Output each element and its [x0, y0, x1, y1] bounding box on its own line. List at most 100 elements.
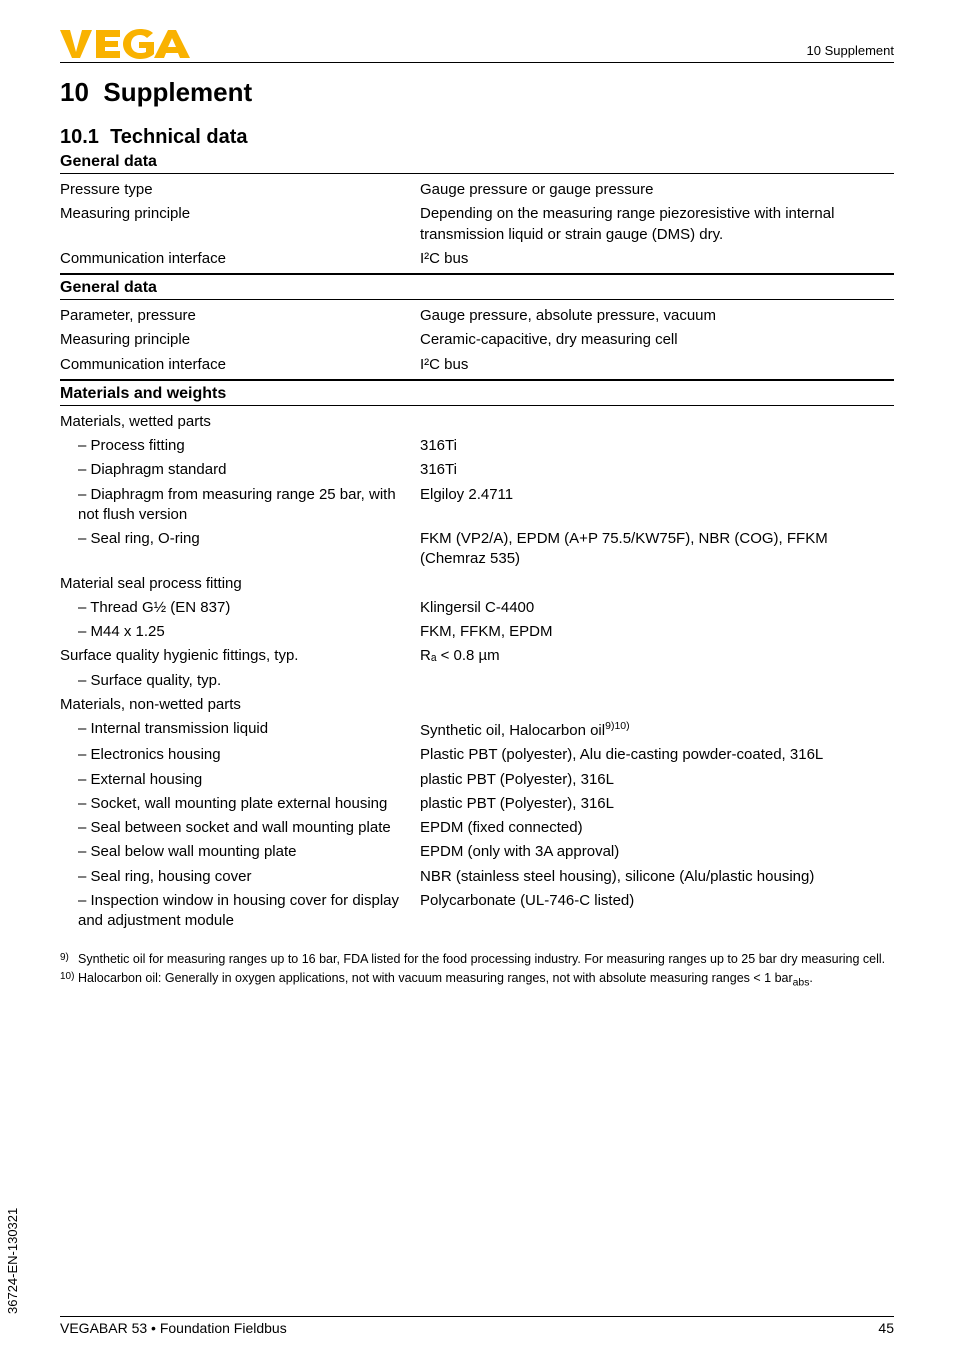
kv-val: plastic PBT (Polyester), 316L — [420, 794, 894, 814]
kv-key: Inspection window in housing cover for d… — [60, 891, 420, 932]
kv-key: Internal transmission liquid — [60, 719, 420, 739]
footer-page-number: 45 — [878, 1320, 894, 1336]
header-right-text: 10 Supplement — [807, 43, 894, 60]
kv-key: Surface quality hygienic fittings, typ. — [60, 646, 420, 666]
block-heading: General data — [60, 153, 894, 171]
kv-key: M44 x 1.25 — [60, 622, 420, 642]
kv-key: Seal between socket and wall mounting pl… — [60, 818, 420, 838]
kv-row: M44 x 1.25FKM, FFKM, EPDM — [60, 620, 894, 644]
kv-val: Gauge pressure, absolute pressure, vacuu… — [420, 306, 894, 326]
block-heading: General data — [60, 279, 894, 297]
kv-key: Process fitting — [60, 436, 420, 456]
footnote: 10)Halocarbon oil: Generally in oxygen a… — [60, 970, 894, 991]
block-heading: Materials and weights — [60, 385, 894, 403]
kv-row: Communication interfaceI²C bus — [60, 247, 894, 271]
kv-row: Communication interfaceI²C bus — [60, 353, 894, 377]
footer-row: VEGABAR 53 • Foundation Fieldbus 45 — [60, 1316, 894, 1336]
kv-key: Socket, wall mounting plate external hou… — [60, 794, 420, 814]
kv-row: Inspection window in housing cover for d… — [60, 889, 894, 934]
kv-row: Materials, non-wetted parts — [60, 693, 894, 717]
kv-val: Elgiloy 2.4711 — [420, 485, 894, 505]
kv-key: Measuring principle — [60, 204, 420, 224]
kv-row: Pressure typeGauge pressure or gauge pre… — [60, 178, 894, 202]
kv-row: Socket, wall mounting plate external hou… — [60, 792, 894, 816]
kv-row: Seal between socket and wall mounting pl… — [60, 816, 894, 840]
footnote: 9)Synthetic oil for measuring ranges up … — [60, 951, 894, 968]
kv-key: Materials, wetted parts — [60, 412, 420, 432]
kv-val: Depending on the measuring range piezore… — [420, 204, 894, 245]
kv-row: Surface quality hygienic fittings, typ.R… — [60, 644, 894, 668]
kv-val: Plastic PBT (polyester), Alu die-casting… — [420, 745, 894, 765]
kv-row: Parameter, pressureGauge pressure, absol… — [60, 304, 894, 328]
kv-row: Seal ring, O-ringFKM (VP2/A), EPDM (A+P … — [60, 527, 894, 572]
kv-key: Seal ring, housing cover — [60, 867, 420, 887]
kv-val: NBR (stainless steel housing), silicone … — [420, 867, 894, 887]
section-title-text: Supplement — [103, 77, 252, 107]
footnote-num: 9) — [60, 951, 78, 968]
kv-val: I²C bus — [420, 355, 894, 375]
kv-key: Diaphragm from measuring range 25 bar, w… — [60, 485, 420, 526]
kv-val: plastic PBT (Polyester), 316L — [420, 770, 894, 790]
kv-key: Measuring principle — [60, 330, 420, 350]
kv-val: Synthetic oil, Halocarbon oil9)10) — [420, 719, 894, 741]
footnote-text: Synthetic oil for measuring ranges up to… — [78, 951, 894, 968]
kv-row: Materials, wetted parts — [60, 410, 894, 434]
kv-key: Communication interface — [60, 249, 420, 269]
vega-logo-svg — [60, 28, 190, 60]
kv-row: Thread G½ (EN 837)Klingersil C-4400 — [60, 596, 894, 620]
footnotes: 9)Synthetic oil for measuring ranges up … — [60, 951, 894, 990]
page: 10 Supplement 10 Supplement 10.1 Technic… — [0, 0, 954, 1354]
kv-val: 316Ti — [420, 436, 894, 456]
kv-key: Seal ring, O-ring — [60, 529, 420, 549]
kv-key: Surface quality, typ. — [60, 671, 420, 691]
kv-row: Seal ring, housing coverNBR (stainless s… — [60, 865, 894, 889]
kv-val: FKM, FFKM, EPDM — [420, 622, 894, 642]
thick-rule — [60, 273, 894, 275]
kv-row: Material seal process fitting — [60, 572, 894, 596]
section-title: 10 Supplement — [60, 77, 894, 108]
kv-row: Electronics housingPlastic PBT (polyeste… — [60, 743, 894, 767]
kv-row: External housingplastic PBT (Polyester),… — [60, 768, 894, 792]
side-doc-id: 36724-EN-130321 — [5, 1208, 20, 1314]
kv-row: Surface quality, typ. — [60, 669, 894, 693]
kv-key: Pressure type — [60, 180, 420, 200]
kv-row: Internal transmission liquidSynthetic oi… — [60, 717, 894, 743]
header-row: 10 Supplement — [60, 28, 894, 63]
kv-row: Diaphragm from measuring range 25 bar, w… — [60, 483, 894, 528]
kv-val: Rₐ < 0.8 µm — [420, 646, 894, 666]
kv-key: Parameter, pressure — [60, 306, 420, 326]
thick-rule — [60, 379, 894, 381]
kv-row: Process fitting316Ti — [60, 434, 894, 458]
footnote-num: 10) — [60, 970, 78, 991]
footer-left: VEGABAR 53 • Foundation Fieldbus — [60, 1320, 287, 1336]
kv-val: Gauge pressure or gauge pressure — [420, 180, 894, 200]
kv-val: EPDM (only with 3A approval) — [420, 842, 894, 862]
kv-row: Diaphragm standard316Ti — [60, 458, 894, 482]
kv-val: 316Ti — [420, 460, 894, 480]
kv-val: EPDM (fixed connected) — [420, 818, 894, 838]
kv-row: Measuring principleCeramic-capacitive, d… — [60, 328, 894, 352]
subsection-title-text: Technical data — [110, 126, 247, 148]
thin-rule — [60, 405, 894, 406]
kv-key: Diaphragm standard — [60, 460, 420, 480]
kv-row: Seal below wall mounting plateEPDM (only… — [60, 840, 894, 864]
section-number: 10 — [60, 77, 89, 107]
kv-key: Material seal process fitting — [60, 574, 420, 594]
thin-rule — [60, 173, 894, 174]
content-blocks: General data Pressure typeGauge pressure … — [60, 153, 894, 933]
kv-key: Communication interface — [60, 355, 420, 375]
kv-key: Seal below wall mounting plate — [60, 842, 420, 862]
brand-logo — [60, 28, 190, 60]
subsection-title: 10.1 Technical data — [60, 126, 894, 149]
kv-val: I²C bus — [420, 249, 894, 269]
footnote-text: Halocarbon oil: Generally in oxygen appl… — [78, 970, 894, 991]
kv-key: Materials, non-wetted parts — [60, 695, 420, 715]
kv-val: Polycarbonate (UL-746-C listed) — [420, 891, 894, 911]
kv-key: External housing — [60, 770, 420, 790]
kv-row: Measuring principleDepending on the meas… — [60, 202, 894, 247]
subsection-number: 10.1 — [60, 126, 99, 148]
thin-rule — [60, 299, 894, 300]
kv-key: Electronics housing — [60, 745, 420, 765]
kv-val: FKM (VP2/A), EPDM (A+P 75.5/KW75F), NBR … — [420, 529, 894, 570]
kv-val: Klingersil C-4400 — [420, 598, 894, 618]
